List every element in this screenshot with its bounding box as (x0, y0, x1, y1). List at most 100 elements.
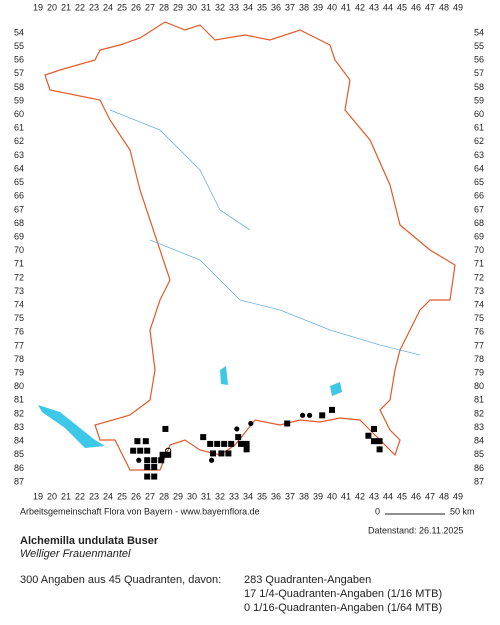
column-label: 46 (411, 2, 421, 12)
record-dot (300, 412, 306, 418)
row-label: 87 (14, 476, 24, 486)
column-label: 23 (89, 2, 99, 12)
record-square (243, 446, 250, 453)
row-label: 77 (474, 340, 484, 350)
row-label: 87 (474, 476, 484, 486)
row-label: 75 (14, 313, 24, 323)
river (109, 109, 251, 231)
record-square (329, 406, 335, 413)
record-square (235, 434, 242, 441)
column-label: 21 (61, 491, 71, 501)
record-square (134, 438, 141, 445)
column-label: 35 (257, 491, 267, 501)
region-border (44, 21, 456, 471)
row-label: 66 (474, 191, 484, 201)
row-label: 55 (14, 41, 24, 51)
row-label: 80 (14, 381, 24, 391)
column-label: 23 (89, 491, 99, 501)
column-label: 37 (285, 2, 295, 12)
column-label: 45 (397, 491, 407, 501)
lake (330, 382, 342, 396)
row-label: 86 (474, 463, 484, 473)
row-label: 62 (474, 136, 484, 146)
row-label: 57 (14, 68, 24, 78)
column-label: 30 (187, 491, 197, 501)
column-label: 38 (299, 2, 309, 12)
row-label: 68 (474, 218, 484, 228)
record-dot (234, 426, 240, 432)
record-dot (248, 420, 254, 427)
row-label: 67 (14, 204, 24, 214)
row-label: 70 (14, 245, 24, 255)
row-label: 84 (14, 436, 24, 446)
row-label: 75 (474, 313, 484, 323)
column-label: 24 (103, 491, 113, 501)
row-label: 64 (474, 163, 484, 173)
lake (220, 366, 228, 385)
column-label: 34 (243, 491, 253, 501)
row-label: 67 (474, 204, 484, 214)
record-square (151, 457, 158, 464)
column-label: 39 (313, 491, 323, 501)
column-label: 33 (229, 491, 239, 501)
column-label: 48 (439, 491, 449, 501)
row-label: 82 (474, 408, 484, 418)
row-label: 62 (14, 136, 24, 146)
column-label: 46 (411, 491, 421, 501)
column-label: 21 (61, 2, 71, 12)
column-label: 25 (117, 491, 127, 501)
row-label: 84 (474, 436, 484, 446)
column-label: 44 (383, 2, 393, 12)
row-label: 83 (474, 422, 484, 432)
column-label: 45 (397, 2, 407, 12)
row-label: 72 (14, 272, 24, 282)
row-label: 72 (474, 272, 484, 282)
column-label: 30 (187, 2, 197, 12)
row-label: 73 (474, 286, 484, 296)
column-label: 43 (369, 2, 379, 12)
row-label: 77 (14, 340, 24, 350)
column-label: 22 (75, 491, 85, 501)
column-label: 28 (159, 491, 169, 501)
row-label: 69 (474, 231, 484, 241)
column-label: 20 (47, 491, 57, 501)
record-dot (307, 412, 313, 418)
row-label: 79 (474, 368, 484, 378)
row-label: 74 (474, 299, 484, 309)
row-label: 68 (14, 218, 24, 228)
column-label: 32 (215, 491, 225, 501)
column-label: 49 (453, 491, 463, 501)
row-label: 71 (474, 259, 484, 269)
record-square (228, 440, 235, 447)
column-label: 40 (327, 491, 337, 501)
record-square (243, 440, 250, 447)
column-label: 49 (453, 2, 463, 12)
column-label: 39 (313, 2, 323, 12)
record-square (130, 447, 137, 454)
title: Alchemilla undulata Buser (20, 535, 159, 547)
column-label: 31 (201, 491, 211, 501)
count: 17 1/4-Quadranten-Angaben (1/16 MTB) (244, 588, 442, 600)
row-label: 78 (14, 354, 24, 364)
column-label: 26 (131, 2, 141, 12)
subtitle: Welliger Frauenmantel (20, 548, 131, 560)
row-label: 63 (474, 150, 484, 160)
record-square (144, 447, 151, 454)
row-label: 81 (474, 395, 484, 405)
row-label: 71 (14, 259, 24, 269)
record-dot (209, 457, 215, 463)
lake (38, 405, 105, 448)
column-label: 47 (425, 491, 435, 501)
record-square (200, 434, 207, 441)
record-square (142, 438, 149, 445)
record-square (144, 464, 151, 471)
record-square (162, 425, 169, 432)
column-label: 26 (131, 491, 141, 501)
record-square (221, 440, 228, 447)
column-label: 29 (173, 2, 183, 12)
column-label: 19 (33, 2, 43, 12)
row-label: 73 (14, 286, 24, 296)
row-label: 81 (14, 395, 24, 405)
record-dot (136, 457, 142, 463)
